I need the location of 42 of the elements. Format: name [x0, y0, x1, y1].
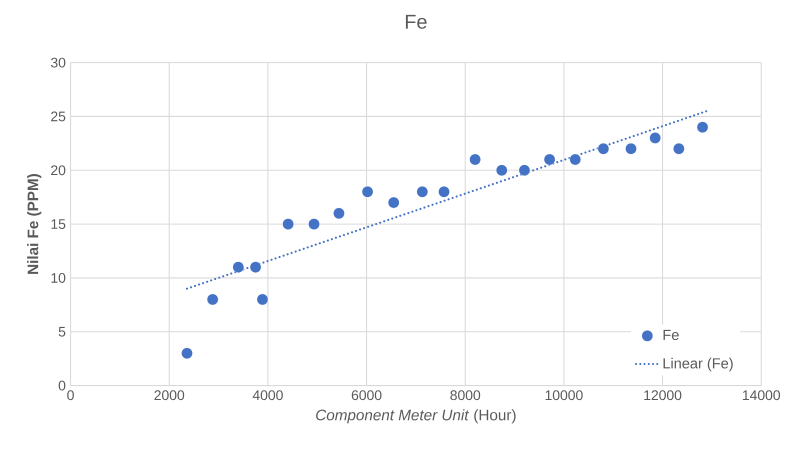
y-tick-label: 5 — [58, 326, 66, 337]
point — [544, 154, 556, 166]
point — [469, 154, 481, 166]
point — [569, 154, 582, 166]
y-tick-label: 25 — [51, 111, 66, 122]
point — [333, 208, 345, 220]
x-axis-title: Component Meter Unit (Hour) — [316, 409, 516, 424]
point — [598, 142, 610, 154]
point — [673, 142, 685, 154]
y-tick-label: 0 — [58, 380, 66, 390]
point — [416, 186, 428, 198]
point — [256, 294, 268, 306]
point — [649, 132, 661, 144]
point — [438, 186, 450, 198]
point — [206, 294, 218, 306]
y-axis-title: Nilai Fe (PPM) — [27, 174, 42, 274]
chart-title: Fe — [406, 14, 427, 29]
y-tick-label: 20 — [51, 165, 66, 176]
point — [625, 142, 637, 154]
point — [696, 121, 708, 133]
point — [308, 218, 320, 230]
legend-label: Fe — [664, 330, 679, 340]
x-tick-label: 10000 — [546, 390, 583, 400]
point — [181, 347, 193, 359]
x-tick-label: 6000 — [352, 390, 382, 400]
point — [388, 196, 400, 208]
y-tick-label: 10 — [51, 272, 66, 283]
point — [232, 261, 244, 273]
point — [362, 186, 374, 198]
x-tick-label: 2000 — [154, 390, 184, 400]
point — [282, 218, 294, 230]
x-tick-label: 14000 — [742, 390, 780, 400]
y-tick-label: 15 — [51, 219, 66, 229]
legend-label: Linear (Fe) — [664, 358, 733, 372]
point — [250, 261, 262, 273]
x-tick-label: 4000 — [252, 390, 283, 400]
x-tick-label: 8000 — [450, 390, 480, 400]
point — [518, 164, 530, 176]
point — [496, 164, 508, 176]
x-tick-label: 12000 — [644, 390, 682, 400]
x-tick-label: 0 — [67, 390, 74, 400]
y-tick-label: 30 — [50, 58, 66, 68]
